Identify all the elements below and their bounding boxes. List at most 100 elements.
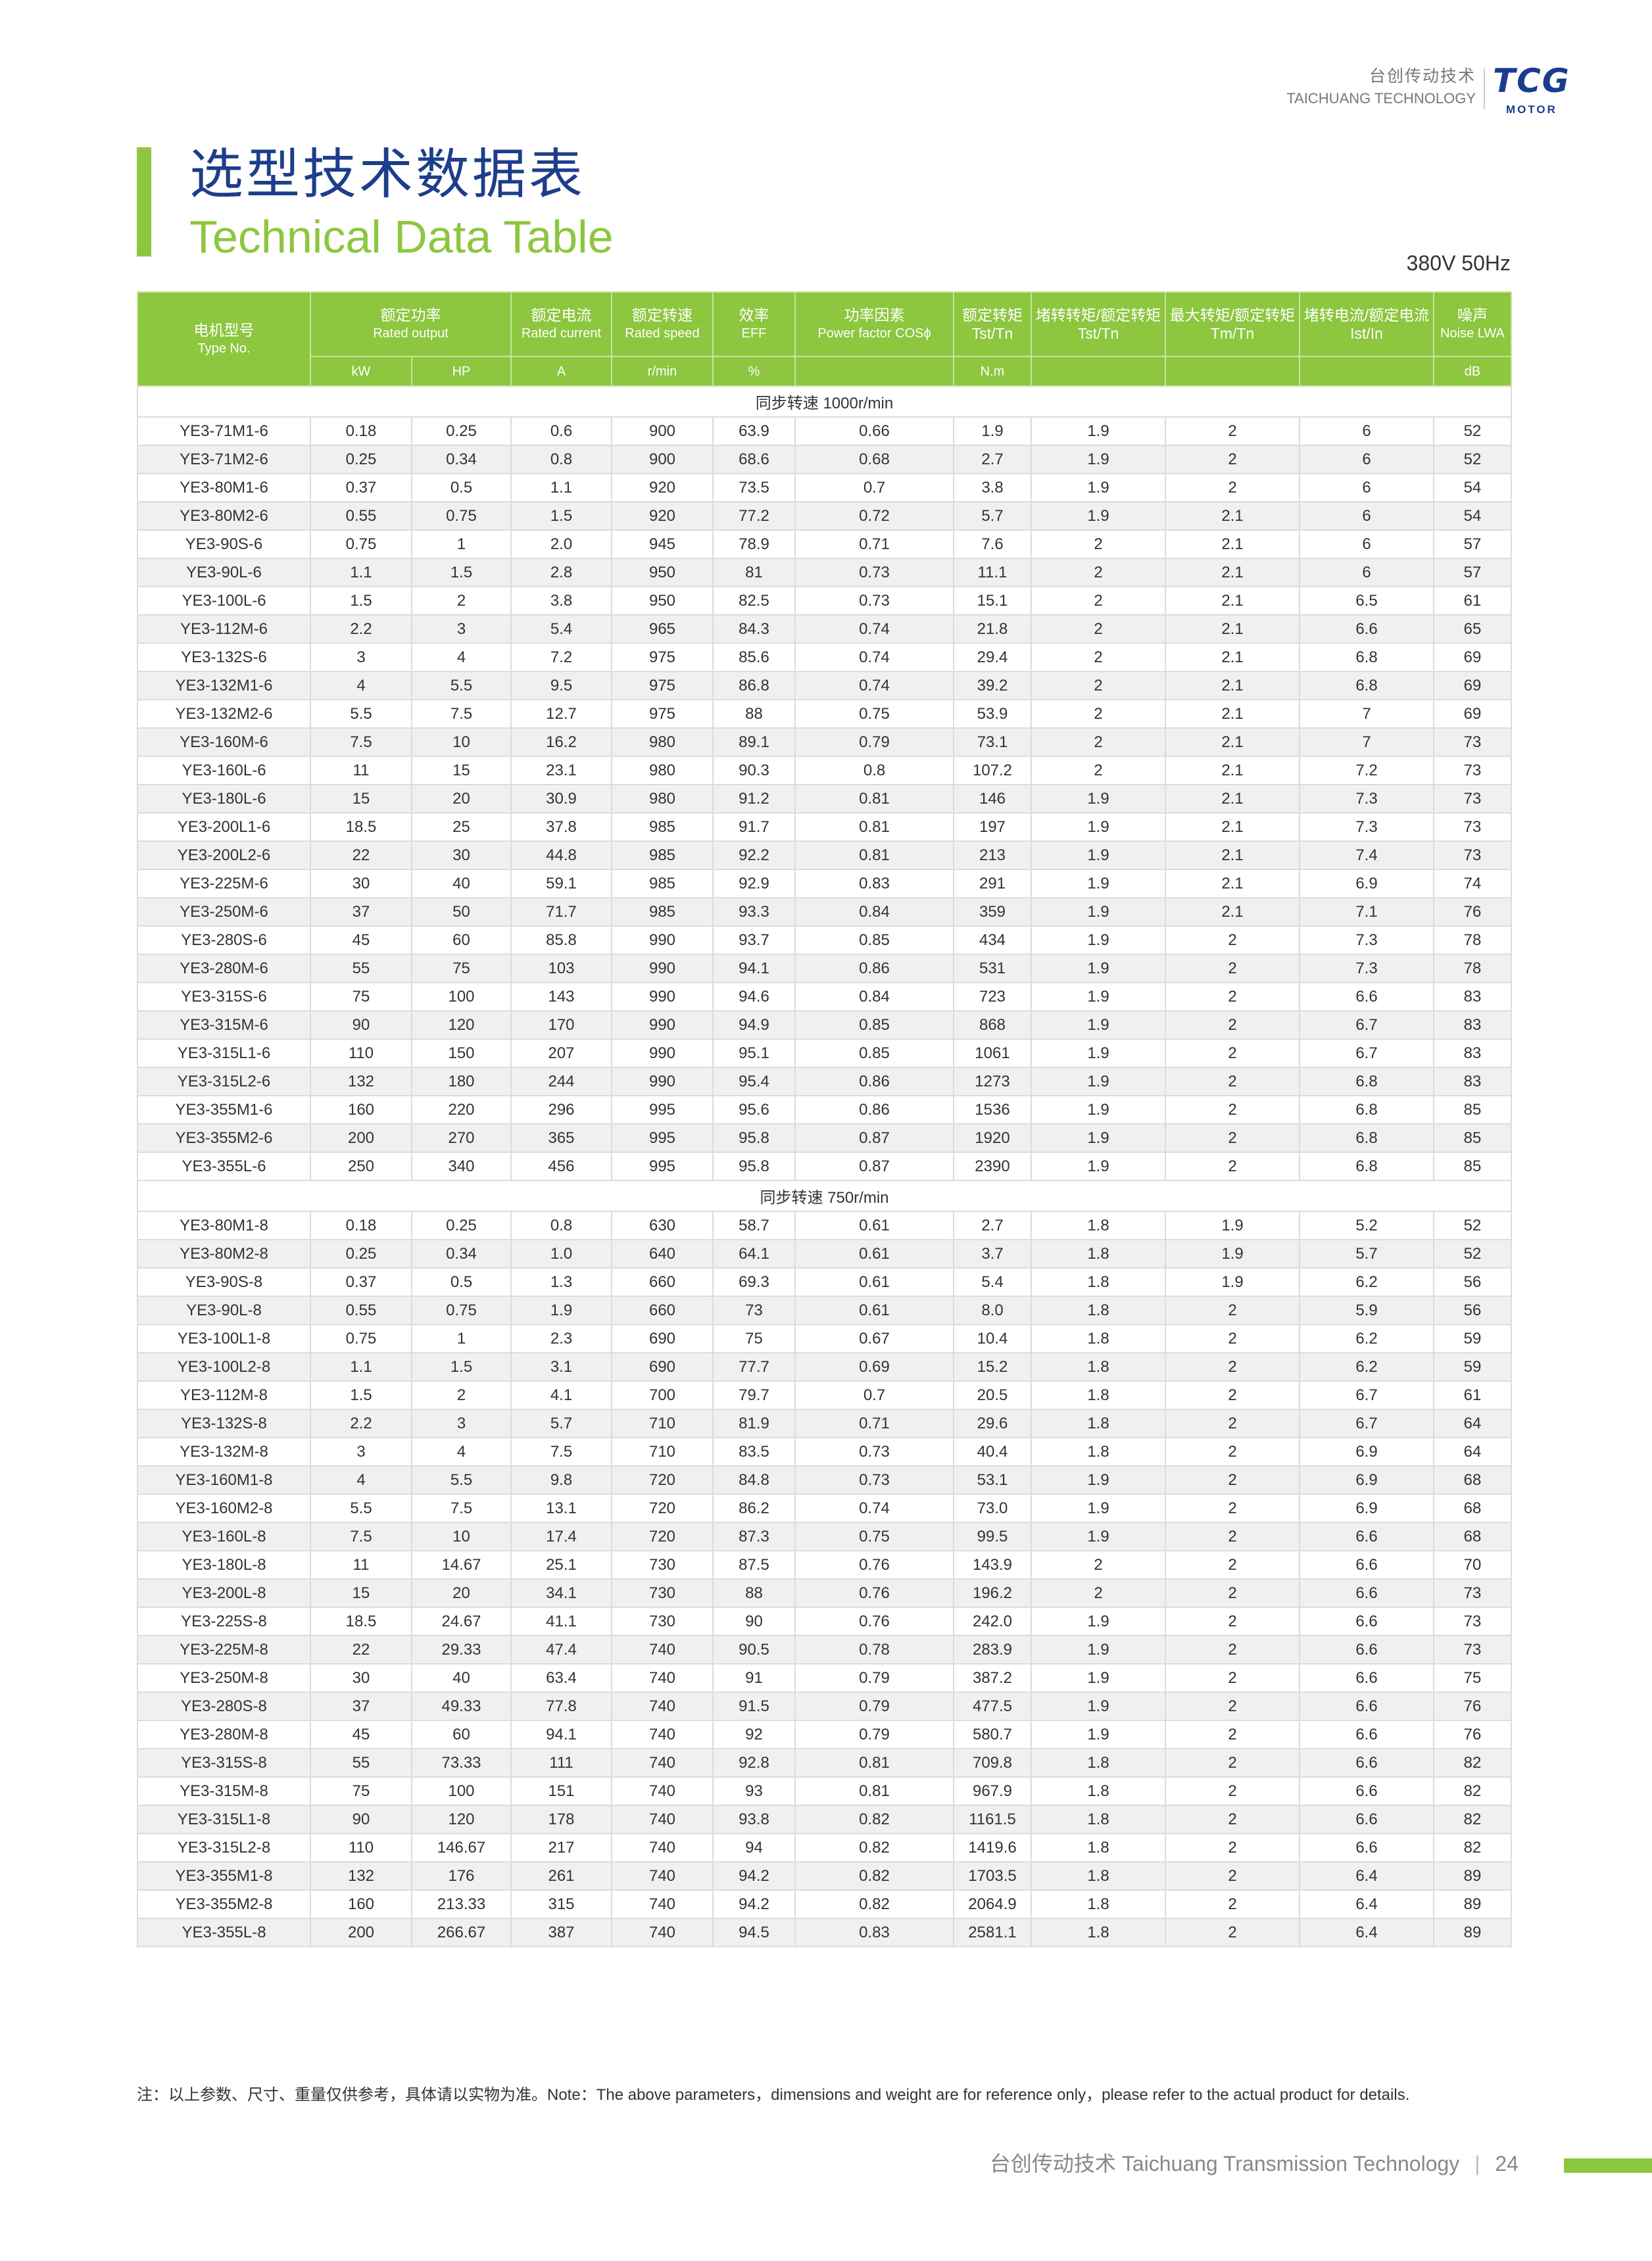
value-cell: 200	[310, 1918, 412, 1947]
value-cell: 2.2	[310, 614, 412, 644]
value-cell: 6.9	[1299, 1494, 1434, 1523]
value-cell: 69	[1433, 643, 1512, 672]
value-cell: 88	[712, 699, 796, 729]
footnote: 注：以上参数、尺寸、重量仅供参考，具体请以实物为准。Note：The above…	[137, 2086, 1410, 2104]
value-cell: 17.4	[510, 1522, 612, 1551]
value-cell: 6.6	[1299, 1748, 1434, 1778]
value-cell: 82	[1433, 1805, 1512, 1834]
value-cell: 64.1	[712, 1239, 796, 1269]
value-cell: 2	[1165, 925, 1300, 955]
logo-sub: MOTOR	[1505, 103, 1557, 116]
table-row: YE3-90S-6 0.75 1 2.0 945 78.9 0.71 7.6 2 2.1 6 57	[137, 529, 1512, 559]
table-row: YE3-250M-8 30 40 63.4 740 91 0.79 387.2 1.9 2 6.6 7…	[137, 1663, 1512, 1693]
value-cell: 3.7	[953, 1239, 1032, 1269]
value-cell: 91.2	[712, 784, 796, 814]
value-cell: 2	[1165, 1437, 1300, 1467]
value-cell: 6.7	[1299, 1010, 1434, 1040]
value-cell: 1.8	[1031, 1805, 1166, 1834]
value-cell: 7.5	[510, 1437, 612, 1467]
value-cell: 5.5	[310, 1494, 412, 1523]
value-cell: 2.7	[953, 445, 1032, 474]
value-cell: 50	[411, 897, 512, 927]
value-cell: 75	[310, 1776, 412, 1806]
value-cell: 52	[1433, 416, 1512, 446]
value-cell: 2	[1165, 1635, 1300, 1665]
value-cell: 920	[611, 473, 714, 502]
type-cell: YE3-355L-6	[137, 1152, 311, 1181]
type-cell: YE3-90S-6	[137, 529, 311, 559]
value-cell: 87.5	[712, 1550, 796, 1580]
value-cell: 1.8	[1031, 1748, 1166, 1778]
value-cell: 6.2	[1299, 1352, 1434, 1382]
value-cell: 94.1	[712, 954, 796, 983]
value-cell: 2	[1165, 1038, 1300, 1068]
value-cell: 434	[953, 925, 1032, 955]
table-row: YE3-160M2-8 5.5 7.5 13.1 720 86.2 0.74 73.0 1.9 2…	[137, 1494, 1512, 1523]
value-cell: 0.79	[794, 1691, 954, 1721]
value-cell: 69	[1433, 671, 1512, 700]
value-cell: 2	[1165, 1663, 1300, 1693]
value-cell: 6.6	[1299, 1833, 1434, 1862]
value-cell: 868	[953, 1010, 1032, 1040]
value-cell: 2.0	[510, 529, 612, 559]
value-cell: 110	[310, 1833, 412, 1862]
value-cell: 73	[1433, 1607, 1512, 1636]
value-cell: 78	[1433, 925, 1512, 955]
value-cell: 740	[611, 1776, 714, 1806]
value-cell: 6.8	[1299, 643, 1434, 672]
value-cell: 217	[510, 1833, 612, 1862]
value-cell: 6.2	[1299, 1324, 1434, 1353]
table-row: YE3-280S-6 45 60 85.8 990 93.7 0.85 434 1.9 2 7.3 7…	[137, 925, 1512, 955]
value-cell: 2.1	[1165, 643, 1300, 672]
value-cell: 0.76	[794, 1578, 954, 1608]
value-cell: 6.6	[1299, 1776, 1434, 1806]
value-cell: 6	[1299, 529, 1434, 559]
section-row: 同步转速 1000r/min	[137, 385, 1512, 418]
value-cell: 92.9	[712, 869, 796, 898]
value-cell: 1.8	[1031, 1776, 1166, 1806]
value-cell: 2	[1031, 1550, 1166, 1580]
value-cell: 2	[1031, 614, 1166, 644]
value-cell: 6	[1299, 501, 1434, 531]
table-row: YE3-112M-6 2.2 3 5.4 965 84.3 0.74 21.8 2 2.1 6.6 6…	[137, 614, 1512, 644]
type-cell: YE3-90S-8	[137, 1267, 311, 1297]
value-cell: 92.2	[712, 840, 796, 870]
col-output: 额定功率 Rated output	[310, 291, 512, 357]
value-cell: 2.1	[1165, 756, 1300, 785]
value-cell: 1.8	[1031, 1380, 1166, 1410]
value-cell: 6	[1299, 558, 1434, 587]
type-cell: YE3-355M1-8	[137, 1861, 311, 1891]
value-cell: 94.2	[712, 1889, 796, 1919]
value-cell: 196.2	[953, 1578, 1032, 1608]
value-cell: 242.0	[953, 1607, 1032, 1636]
value-cell: 93.7	[712, 925, 796, 955]
value-cell: 197	[953, 812, 1032, 842]
value-cell: 387.2	[953, 1663, 1032, 1693]
value-cell: 6.4	[1299, 1861, 1434, 1891]
footer-accent-bar	[1564, 2158, 1652, 2173]
value-cell: 2.1	[1165, 840, 1300, 870]
value-cell: 59	[1433, 1324, 1512, 1353]
value-cell: 2	[1165, 1123, 1300, 1153]
value-cell: 2	[1031, 671, 1166, 700]
value-cell: 0.81	[794, 812, 954, 842]
value-cell: 2581.1	[953, 1918, 1032, 1947]
value-cell: 2	[1165, 416, 1300, 446]
value-cell: 1.8	[1031, 1267, 1166, 1297]
type-cell: YE3-71M2-6	[137, 445, 311, 474]
value-cell: 2	[1165, 982, 1300, 1011]
table-row: YE3-132S-6 3 4 7.2 975 85.6 0.74 29.4 2 2.1 6.8 69	[137, 643, 1512, 672]
value-cell: 15	[310, 784, 412, 814]
value-cell: 2	[1165, 1918, 1300, 1947]
value-cell: 68	[1433, 1465, 1512, 1495]
value-cell: 55	[310, 954, 412, 983]
value-cell: 151	[510, 1776, 612, 1806]
value-cell: 0.68	[794, 445, 954, 474]
value-cell: 5.4	[510, 614, 612, 644]
value-cell: 261	[510, 1861, 612, 1891]
value-cell: 120	[411, 1805, 512, 1834]
col-tm: 最大转矩/额定转矩 Tm/Tn	[1165, 291, 1300, 357]
value-cell: 60	[411, 925, 512, 955]
value-cell: 7.2	[1299, 756, 1434, 785]
value-cell: 2	[1165, 1578, 1300, 1608]
